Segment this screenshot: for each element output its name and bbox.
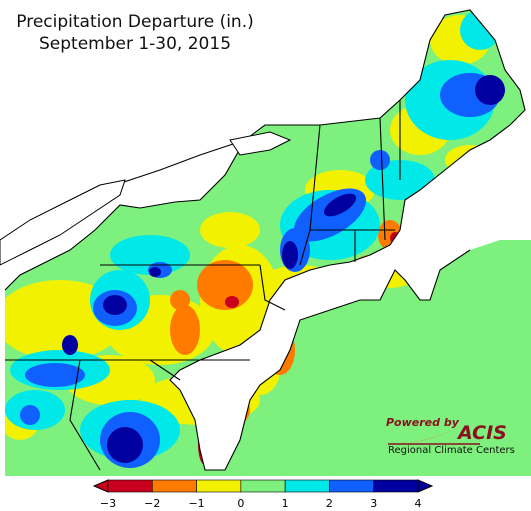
legend-colorbar <box>92 479 434 493</box>
legend-arrow-high <box>417 479 434 493</box>
legend-bin <box>240 479 286 493</box>
legend-tick-label: 1 <box>281 497 289 510</box>
legend-bin <box>107 479 153 493</box>
map-subtitle: September 1-30, 2015 <box>38 34 232 54</box>
legend-tick-label: 3 <box>370 497 378 510</box>
lakes <box>0 131 292 266</box>
legend-tick-label: 2 <box>325 497 333 510</box>
legend-tick-label: 0 <box>237 497 245 510</box>
legend-arrow-low <box>92 479 109 493</box>
acis-swoosh-logo <box>388 428 480 445</box>
powered-by-label: Powered by <box>386 416 459 429</box>
legend-bin <box>284 479 330 493</box>
legend-bin <box>373 479 419 493</box>
acis-logo-text: ACIS <box>458 422 507 444</box>
legend-bin <box>329 479 375 493</box>
legend-tick-label: −2 <box>144 497 161 510</box>
map-title: Precipitation Departure (in.) <box>16 12 254 32</box>
legend-tick-label: −3 <box>99 497 117 510</box>
legend-bin <box>196 479 242 493</box>
legend-tick-label: −1 <box>188 497 205 510</box>
legend-bin <box>151 479 197 493</box>
legend-tick-label: 4 <box>414 497 422 510</box>
precip-departure-map: Precipitation Departure (in.) September … <box>0 9 531 476</box>
color-legend: −3 −2 −1 0 1 2 3 4 <box>0 476 531 511</box>
rcc-label: Regional Climate Centers <box>388 445 515 456</box>
